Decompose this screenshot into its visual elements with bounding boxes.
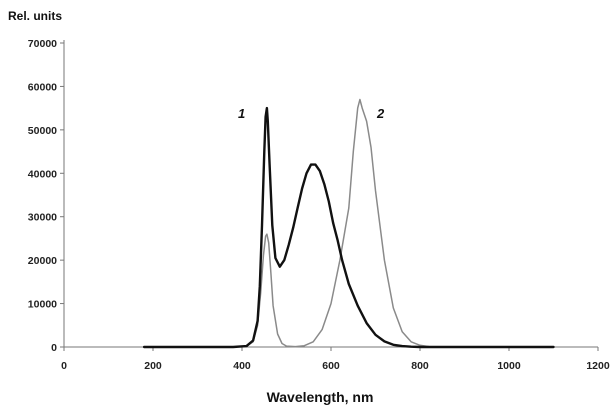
x-axis: 0 200 400 600 800 1000 1200	[61, 346, 610, 372]
y-axis-label: Rel. units	[8, 9, 62, 23]
y-tick-label: 0	[51, 342, 57, 354]
y-tick-label: 30000	[28, 212, 57, 224]
curve-label-1: 1	[238, 106, 245, 121]
x-tick-label: 800	[411, 360, 429, 372]
x-tick-label: 200	[144, 360, 162, 372]
x-tick-label: 600	[322, 360, 340, 372]
y-tick-label: 70000	[28, 38, 57, 50]
y-tick-label: 60000	[28, 81, 57, 93]
x-tick-label: 400	[233, 360, 251, 372]
x-tick-label: 1000	[497, 360, 521, 372]
y-axis: 0 10000 20000 30000 40000 50000 60000 70000	[28, 38, 65, 354]
x-axis-label: Wavelength, nm	[267, 389, 374, 405]
y-tick-label: 10000	[28, 299, 57, 311]
y-tick-label: 20000	[28, 255, 57, 267]
curve-label-2: 2	[376, 106, 385, 121]
x-tick-label: 0	[61, 360, 67, 372]
series-line-2	[143, 98, 555, 348]
x-tick-label: 1200	[586, 360, 610, 372]
y-tick-label: 50000	[28, 125, 57, 137]
series-layer	[142, 98, 555, 349]
series-line-1	[142, 106, 555, 349]
y-tick-label: 40000	[28, 168, 57, 180]
